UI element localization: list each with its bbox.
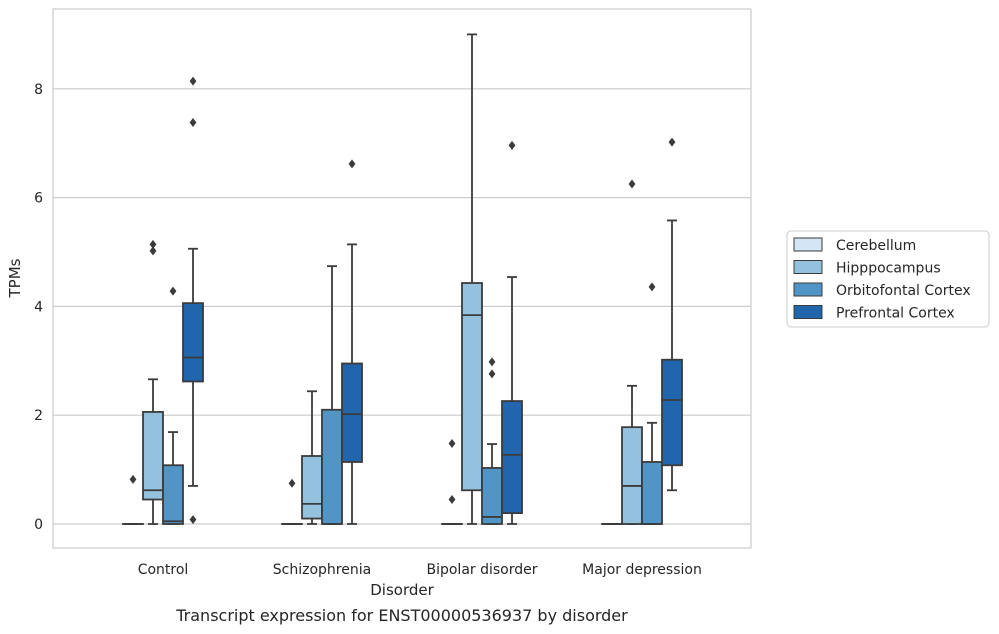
box-orbitofontal-cortex [481, 357, 503, 525]
outlier-point [448, 495, 456, 505]
x-tick-label: Schizophrenia [273, 562, 371, 578]
outlier-point [189, 118, 197, 128]
x-tick-label: Bipolar disorder [426, 562, 537, 578]
outlier-point [169, 286, 177, 296]
outlier-point [288, 478, 296, 488]
y-axis-ticks: 0 2 4 6 8 [34, 82, 43, 533]
y-tick-label: 6 [34, 191, 43, 207]
y-tick-label: 4 [34, 299, 43, 315]
outlier-point [348, 159, 356, 169]
outlier-point [149, 246, 157, 256]
legend-label: Prefrontal Cortex [836, 306, 955, 322]
y-tick-label: 2 [34, 408, 43, 424]
x-axis-label: Disorder [370, 581, 434, 599]
chart-title: Transcript expression for ENST0000053693… [175, 606, 628, 625]
legend-swatch [793, 305, 823, 319]
x-tick-label: Control [138, 562, 189, 578]
outlier-point [129, 474, 137, 484]
outlier-point [508, 140, 516, 150]
box-iqr [641, 461, 663, 525]
legend-swatch [793, 282, 823, 297]
legend-swatch [793, 260, 823, 274]
box-prefrontal-cortex [341, 159, 363, 525]
box-prefrontal-cortex [182, 76, 204, 525]
box-iqr [461, 282, 483, 492]
box-orbitofontal-cortex [321, 265, 343, 525]
box-hipppocampus [621, 179, 643, 525]
legend-label: Cerebellum [836, 238, 916, 254]
box-cerebellum [441, 438, 463, 525]
y-tick-label: 0 [34, 517, 43, 533]
x-tick-label: Major depression [582, 562, 702, 578]
outlier-point [448, 438, 456, 448]
box-cerebellum [122, 474, 144, 525]
box-iqr [501, 400, 523, 515]
box-hipppocampus [142, 239, 164, 525]
box-iqr [301, 455, 323, 520]
outlier-point [488, 357, 496, 367]
box-hipppocampus [301, 390, 323, 525]
box-iqr [321, 408, 343, 525]
legend-swatch [793, 237, 823, 252]
outlier-point [149, 239, 157, 249]
box-iqr [341, 362, 363, 463]
y-tick-label: 8 [34, 82, 43, 98]
x-axis-ticks: Control Schizophrenia Bipolar disorder Majo… [138, 562, 702, 578]
outlier-point [668, 137, 676, 147]
box-prefrontal-cortex [501, 140, 523, 525]
box-iqr [162, 464, 184, 525]
box-iqr [661, 358, 683, 467]
box-orbitofontal-cortex [641, 282, 663, 525]
box-orbitofontal-cortex [162, 286, 184, 525]
plot-area-frame [52, 8, 752, 549]
legend-frame [786, 230, 990, 328]
y-axis-label: TPMs [6, 258, 24, 298]
legend-label: Orbitofontal Cortex [836, 283, 971, 299]
boxes [122, 33, 683, 525]
box-prefrontal-cortex [661, 137, 683, 492]
box-iqr [182, 302, 204, 383]
legend: Cerebellum Hipppocampus Orbitofontal Corte… [786, 230, 990, 328]
box-iqr [621, 426, 643, 525]
box-iqr [481, 467, 503, 525]
box-cerebellum [281, 478, 303, 525]
outlier-point [189, 76, 197, 86]
box-iqr [142, 411, 164, 501]
outlier-point [488, 369, 496, 379]
box-hipppocampus [461, 33, 483, 525]
outlier-point [648, 282, 656, 292]
legend-label: Hipppocampus [836, 261, 941, 277]
outlier-point [189, 515, 197, 525]
outlier-point [628, 179, 636, 189]
